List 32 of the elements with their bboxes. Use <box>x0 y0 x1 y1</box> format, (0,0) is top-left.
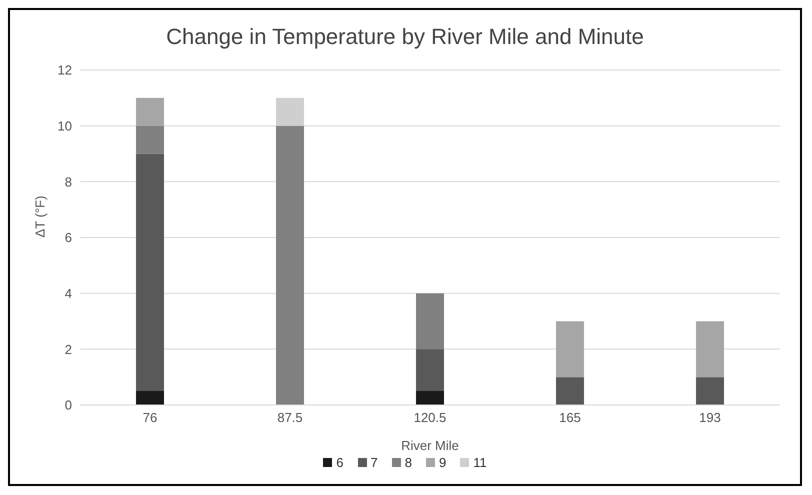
x-tick-label: 87.5 <box>277 410 303 426</box>
bar <box>556 321 584 378</box>
legend-label: 7 <box>370 455 378 470</box>
x-tick-label: 120.5 <box>414 410 446 426</box>
y-tick-label: 10 <box>58 118 72 134</box>
y-tick-label: 2 <box>64 342 72 357</box>
bar <box>136 98 164 126</box>
bar <box>416 349 444 392</box>
bar <box>696 321 724 378</box>
legend-label: 11 <box>473 455 487 470</box>
x-tick-label: 76 <box>142 410 158 426</box>
y-tick-label: 6 <box>64 230 72 246</box>
chart-title: Change in Temperature by River Mile and Minute <box>165 24 645 50</box>
y-tick-label: 4 <box>64 286 72 301</box>
bar <box>416 293 444 350</box>
y-tick-label: 0 <box>64 398 72 413</box>
bar <box>136 154 164 392</box>
y-tick-label: 8 <box>64 174 72 190</box>
x-tick-label: 165 <box>559 410 581 426</box>
bar <box>696 377 724 405</box>
legend-label: 6 <box>336 455 344 470</box>
y-axis-title: ΔT (°F) <box>32 196 48 238</box>
x-axis-title: River Mile <box>401 438 459 453</box>
bar <box>136 391 164 405</box>
bar <box>136 126 164 154</box>
legend-label: 8 <box>404 455 412 470</box>
bar <box>416 391 444 405</box>
y-tick-label: 12 <box>58 62 72 78</box>
bar <box>276 126 304 405</box>
x-tick-label: 193 <box>699 410 721 426</box>
bar <box>556 377 584 405</box>
legend-label: 9 <box>438 455 446 470</box>
